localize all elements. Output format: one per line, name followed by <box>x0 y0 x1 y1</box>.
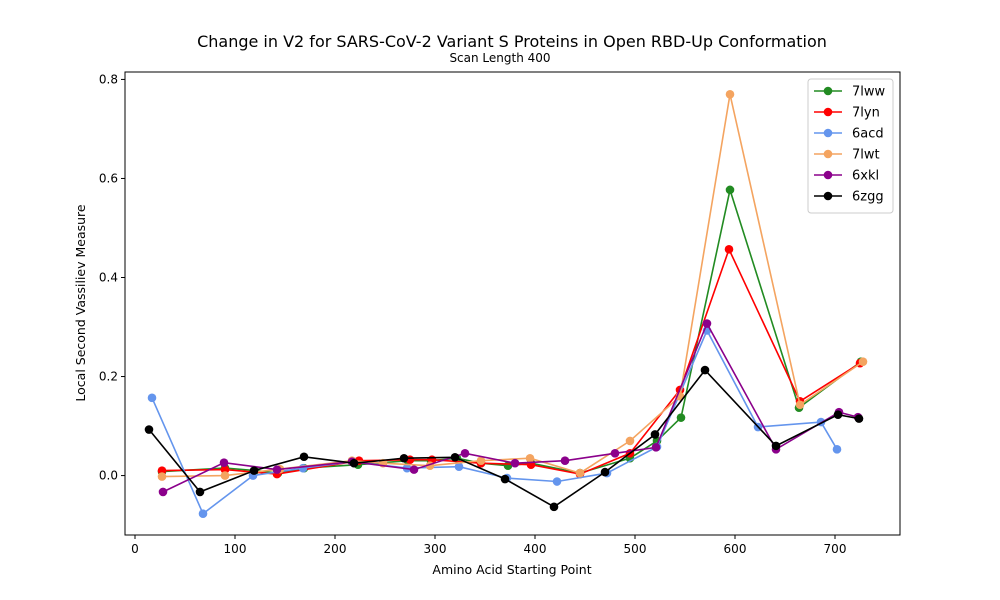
data-point <box>298 463 308 473</box>
legend-item-6zgg: 6zgg <box>814 190 884 205</box>
data-point <box>157 472 167 481</box>
series-7lww <box>157 185 866 478</box>
data-point <box>650 430 660 439</box>
series-layer <box>144 89 868 519</box>
data-point <box>700 365 710 375</box>
legend-label: 6acd <box>852 127 884 142</box>
data-point <box>409 465 419 474</box>
data-point <box>702 319 712 328</box>
x-tick-label: 500 <box>624 542 647 556</box>
legend-item-7lww: 7lww <box>814 85 886 100</box>
data-point <box>249 466 259 475</box>
legend-swatch-marker <box>823 86 833 96</box>
x-tick-label: 600 <box>724 542 747 556</box>
data-point <box>450 452 460 462</box>
y-tick-label: 0.8 <box>99 72 118 86</box>
series-line <box>162 321 859 493</box>
legend-swatch-marker <box>823 149 833 159</box>
data-point <box>600 467 610 477</box>
data-point <box>220 465 230 474</box>
chart-title: Change in V2 for SARS-CoV-2 Variant S Pr… <box>197 32 827 51</box>
data-point <box>833 410 843 419</box>
data-point <box>158 487 168 497</box>
x-axis: 0 100 200 300 400 500 600 700 <box>131 535 846 556</box>
x-tick-label: 300 <box>424 542 447 556</box>
data-point <box>349 458 359 468</box>
y-tick-label: 0.2 <box>99 370 118 384</box>
chart-subtitle: Scan Length 400 <box>449 51 550 65</box>
y-tick-label: 0.0 <box>99 469 118 483</box>
legend-item-6acd: 6acd <box>814 127 884 142</box>
legend-swatch-marker <box>823 170 833 180</box>
data-point <box>858 357 868 366</box>
series-6xkl <box>158 319 863 497</box>
data-point <box>610 448 620 458</box>
series-6acd <box>147 326 842 519</box>
legend: 7lww 7lyn 6acd 7lwt 6xkl 6zgg <box>807 78 894 214</box>
data-point <box>157 466 167 475</box>
data-point <box>500 474 510 484</box>
data-point <box>198 509 208 519</box>
x-tick-label: 100 <box>224 542 247 556</box>
x-tick-label: 0 <box>131 542 139 556</box>
x-tick-label: 200 <box>324 542 347 556</box>
data-point <box>510 458 520 468</box>
data-point <box>560 456 570 466</box>
data-point <box>525 453 535 463</box>
x-axis-label: Amino Acid Starting Point <box>432 562 591 577</box>
legend-item-7lyn: 7lyn <box>814 106 880 121</box>
y-axis: 0.0 0.2 0.4 0.6 0.8 <box>99 72 125 483</box>
data-point <box>676 413 686 422</box>
legend-label: 7lwt <box>852 148 880 163</box>
x-tick-label: 400 <box>524 542 547 556</box>
y-tick-label: 0.6 <box>99 171 118 185</box>
data-point <box>724 244 734 254</box>
y-tick-label: 0.4 <box>99 271 118 285</box>
legend-label: 6xkl <box>852 169 879 184</box>
data-point <box>476 456 486 466</box>
data-point <box>195 487 205 497</box>
data-point <box>725 185 735 195</box>
data-point <box>575 468 585 478</box>
data-point <box>460 448 470 458</box>
series-6zgg <box>144 365 864 512</box>
legend-label: 7lww <box>852 85 886 100</box>
series-line <box>161 247 861 475</box>
legend-item-7lwt: 7lwt <box>814 148 880 163</box>
data-point <box>549 502 559 512</box>
data-point <box>272 465 282 474</box>
y-axis-label: Local Second Vassiliev Measure <box>73 204 88 402</box>
plot-frame <box>124 71 901 536</box>
legend-swatch-marker <box>823 128 833 138</box>
legend-swatch-marker <box>823 107 833 117</box>
data-point <box>832 445 842 454</box>
series-line <box>148 368 860 508</box>
data-point <box>399 453 409 463</box>
data-point <box>147 393 157 403</box>
legend-label: 6zgg <box>852 190 884 205</box>
data-point <box>454 462 464 471</box>
legend-item-6xkl: 6xkl <box>814 169 879 184</box>
legend-swatch-marker <box>823 191 833 201</box>
data-point <box>651 443 661 452</box>
series-line <box>161 94 864 478</box>
data-point <box>219 458 229 468</box>
data-point <box>625 436 635 446</box>
legend-label: 7lyn <box>852 106 880 121</box>
data-point <box>220 471 230 480</box>
data-point <box>771 441 781 451</box>
data-point <box>725 89 735 99</box>
series-line <box>151 328 838 515</box>
x-tick-label: 700 <box>824 542 847 556</box>
data-point <box>552 477 562 486</box>
data-point <box>795 400 805 410</box>
data-point <box>144 425 154 434</box>
data-point <box>299 452 309 462</box>
data-point <box>854 414 864 423</box>
